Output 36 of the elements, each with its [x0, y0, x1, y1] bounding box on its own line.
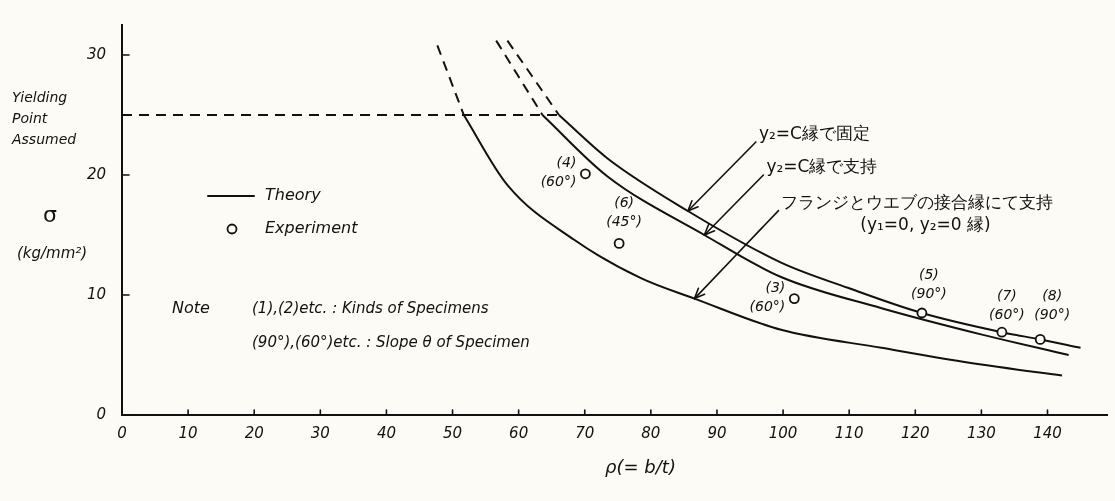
annotation: y₂=C縁で支持	[766, 156, 878, 177]
data-label: (5) (90°)	[911, 265, 947, 301]
x-tick-label: 140	[1033, 423, 1062, 442]
x-tick-label: 30	[310, 423, 330, 442]
x-tick-label: 110	[834, 423, 864, 442]
x-tick-label: 130	[967, 423, 996, 442]
y-tick-label: 0	[96, 404, 106, 423]
legend-label: Theory	[265, 185, 322, 205]
y-tick-label: 10	[86, 284, 106, 303]
y-tick-label: 20	[86, 164, 106, 183]
x-tick-label: 100	[768, 423, 798, 442]
x-tick-label: 40	[376, 423, 396, 442]
x-tick-label: 120	[900, 423, 930, 442]
text: Yielding Point Assumed	[11, 88, 77, 147]
x-tick-label: 70	[575, 423, 595, 442]
data-label: (3) (60°)	[749, 279, 786, 315]
y-axis-title: σ (kg/mm²)	[16, 201, 88, 262]
data-label: (6) (45°)	[606, 194, 642, 230]
annotation: (90°),(60°)etc. : Slope θ of Specimen	[252, 332, 530, 351]
annotation: フランジとウエブの接合縁にて支持 (y₁=0, y₂=0 縁)	[781, 192, 1054, 235]
annotation: Note	[172, 298, 211, 318]
data-label: (8) (90°)	[1034, 287, 1071, 323]
annotation: y₂=C縁で固定	[758, 123, 870, 144]
x-tick-label: 0	[117, 423, 127, 442]
x-tick-label: 50	[442, 423, 463, 442]
legend-label: Experiment	[265, 218, 359, 238]
data-label: (7) (60°)	[989, 286, 1025, 322]
annotation: (1),(2)etc. : Kinds of Specimens	[252, 298, 489, 317]
y-tick-label: 30	[86, 44, 106, 63]
data-label: (4) (60°)	[540, 154, 577, 190]
x-tick-label: 20	[244, 423, 264, 442]
x-tick-label: 80	[641, 423, 661, 442]
x-tick-label: 60	[509, 423, 529, 442]
x-tick-label: 10	[178, 423, 198, 442]
x-tick-label: 90	[707, 423, 727, 442]
x-axis-title: ρ(= b/t)	[605, 455, 676, 477]
